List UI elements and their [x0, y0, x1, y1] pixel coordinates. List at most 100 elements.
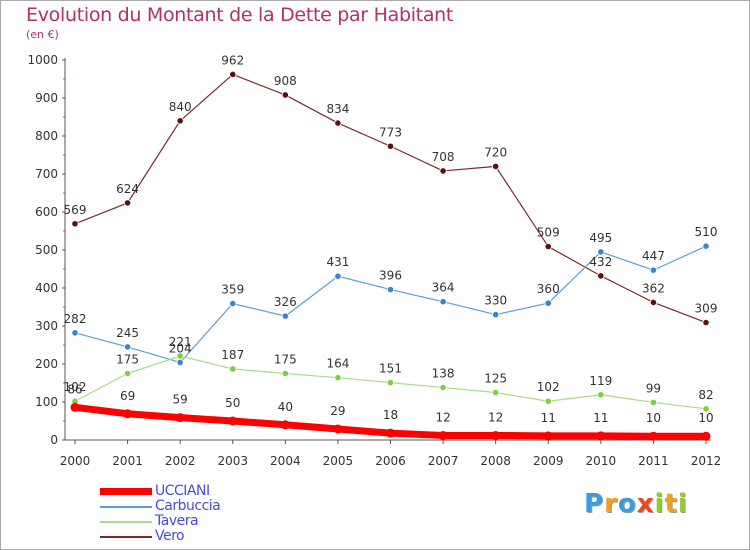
data-point-vero: [334, 119, 342, 127]
data-label-vero: 569: [64, 203, 87, 217]
data-label-tavera: 102: [537, 380, 560, 394]
legend-swatch-tavera: [100, 520, 152, 523]
data-label-ucciani: 12: [488, 410, 503, 424]
legend: UCCIANI Carbuccia Tavera Vero: [100, 484, 221, 544]
data-label-tavera: 221: [169, 335, 192, 349]
logo-letter: P: [584, 489, 605, 519]
series-layer: [70, 70, 711, 441]
data-label-vero: 720: [484, 145, 507, 159]
legend-label-vero: Vero: [155, 528, 185, 544]
data-point-ucciani: [596, 431, 606, 441]
data-label-vero: 908: [274, 74, 297, 88]
legend-item-tavera: Tavera: [100, 514, 220, 529]
data-label-carbuccia: 360: [537, 282, 560, 296]
data-point-vero: [597, 272, 605, 280]
y-tick-label: 900: [35, 91, 58, 105]
y-tick-label: 100: [35, 395, 58, 409]
data-point-carbuccia: [492, 310, 500, 319]
data-label-ucciani: 29: [330, 404, 345, 418]
data-label-ucciani: 10: [646, 411, 661, 425]
data-point-ucciani: [543, 431, 553, 441]
legend-swatch-carbuccia: [100, 505, 152, 508]
data-point-vero: [702, 318, 710, 327]
y-tick-label: 300: [35, 319, 58, 333]
logo-letter: i: [654, 489, 665, 519]
data-point-tavera: [123, 369, 132, 378]
chart-title: Evolution du Montant de la Dette par Hab…: [26, 4, 454, 26]
data-point-tavera: [386, 379, 395, 387]
data-label-ucciani: 40: [278, 400, 293, 414]
x-tick-label: 2010: [586, 454, 617, 468]
data-label-ucciani: 11: [541, 411, 556, 425]
data-label-tavera: 102: [64, 380, 87, 394]
logo-letter: r: [604, 489, 618, 519]
data-point-carbuccia: [71, 329, 79, 337]
data-point-tavera: [702, 405, 710, 413]
data-point-ucciani: [280, 420, 290, 430]
data-point-ucciani: [491, 430, 501, 440]
legend-item-carbuccia: Carbuccia: [100, 498, 221, 514]
data-label-carbuccia: 510: [695, 225, 718, 239]
x-tick-label: 2011: [638, 454, 669, 468]
data-label-tavera: 187: [221, 348, 244, 362]
data-point-carbuccia: [439, 298, 447, 306]
data-point-carbuccia: [176, 358, 184, 367]
data-label-vero: 362: [642, 281, 665, 295]
data-point-vero: [386, 142, 395, 150]
data-label-carbuccia: 330: [484, 294, 507, 308]
data-label-tavera: 164: [326, 357, 349, 371]
x-tick-label: 2000: [60, 454, 91, 468]
data-point-tavera: [597, 391, 605, 399]
data-label-ucciani: 10: [698, 411, 713, 425]
axes: 0 100 200 300 400 500 600 700 800 900 1000 2000 2001…: [27, 53, 721, 468]
data-point-tavera: [544, 397, 552, 405]
x-tick-label: 2006: [375, 454, 406, 468]
data-labels-layer: 569 624 840 962 908 834 773 708 720 509 432 362 309 2…: [64, 53, 718, 425]
data-label-carbuccia: 447: [642, 249, 665, 263]
data-label-vero: 840: [169, 100, 192, 114]
data-label-ucciani: 69: [120, 389, 135, 403]
data-point-tavera: [334, 374, 342, 382]
data-point-vero: [544, 242, 552, 251]
data-point-tavera: [229, 365, 237, 373]
data-label-tavera: 175: [274, 353, 297, 367]
data-label-carbuccia: 396: [379, 269, 402, 283]
data-point-vero: [439, 167, 447, 175]
data-label-tavera: 119: [589, 374, 612, 388]
data-label-carbuccia: 495: [589, 231, 612, 245]
y-tick-label: 200: [35, 357, 58, 371]
data-label-carbuccia: 204: [169, 341, 192, 355]
data-label-tavera: 99: [646, 381, 661, 395]
legend-swatch-ucciani: [100, 488, 152, 495]
data-label-vero: 624: [116, 182, 139, 196]
data-label-carbuccia: 359: [221, 283, 244, 297]
proxiti-logo: Proxiti: [584, 489, 688, 519]
data-point-carbuccia: [123, 343, 132, 351]
data-label-carbuccia: 326: [274, 295, 297, 309]
chart-subtitle: (en €): [26, 28, 59, 41]
data-point-ucciani: [333, 424, 343, 434]
data-label-tavera: 125: [484, 372, 507, 386]
data-point-ucciani: [123, 409, 133, 419]
data-point-ucciani: [386, 428, 395, 438]
x-tick-label: 2007: [428, 454, 459, 468]
y-tick-label: 700: [35, 167, 58, 181]
data-label-ucciani: 18: [383, 408, 398, 422]
x-tick-label: 2004: [270, 454, 301, 468]
data-point-carbuccia: [649, 266, 658, 274]
logo-letter: t: [664, 489, 678, 519]
x-tick-label: 2002: [165, 454, 196, 468]
legend-label-carbuccia: Carbuccia: [155, 498, 221, 514]
data-point-ucciani: [228, 416, 238, 426]
data-label-tavera: 151: [379, 362, 402, 376]
y-tick-label: 400: [35, 281, 58, 295]
y-tick-label: 500: [35, 243, 58, 257]
y-tick-label: 1000: [27, 53, 58, 67]
data-label-ucciani: 86: [67, 382, 82, 396]
x-tick-label: 2009: [533, 454, 564, 468]
x-tick-label: 2008: [480, 454, 511, 468]
data-label-vero: 962: [221, 53, 244, 67]
data-label-tavera: 138: [432, 367, 455, 381]
data-point-ucciani: [438, 430, 448, 440]
